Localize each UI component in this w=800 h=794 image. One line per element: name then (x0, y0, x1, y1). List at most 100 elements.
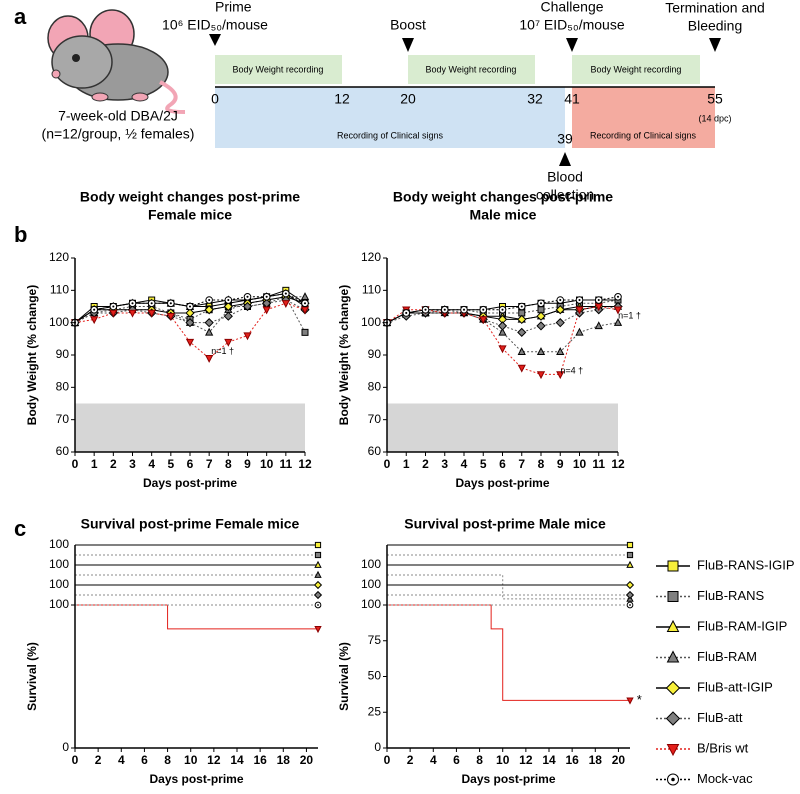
marker (626, 551, 634, 559)
marker (224, 338, 233, 347)
x-tick-label: 6 (141, 753, 148, 767)
dpc-label: (14 dpc) (698, 113, 731, 123)
x-tick-label: 6 (453, 753, 460, 767)
marker (575, 306, 584, 315)
x-tick-label: 12 (519, 753, 533, 767)
y-tick-label: 100 (361, 597, 381, 611)
legend-label: B/Bris wt (697, 740, 749, 755)
marker (667, 560, 679, 572)
x-axis-label: Days post-prime (461, 772, 555, 786)
y-tick-label: 100 (361, 577, 381, 591)
y-tick-label: 100 (361, 315, 381, 329)
marker (665, 711, 681, 726)
chart-subtitle: Male mice (470, 207, 537, 223)
x-tick-label: 20 (612, 753, 626, 767)
y-tick-label: 80 (368, 380, 382, 394)
marker (479, 316, 488, 325)
x-tick-label: 7 (518, 457, 525, 471)
marker (223, 301, 233, 312)
y-tick-label: 100 (49, 597, 69, 611)
marker-dot (150, 302, 153, 305)
x-tick-label: 12 (207, 753, 221, 767)
x-tick-label: 5 (480, 457, 487, 471)
marker-dot (265, 295, 268, 298)
marker-dot (284, 292, 287, 295)
marker-dot (578, 298, 581, 302)
marker-dot (112, 305, 115, 308)
weight-box (215, 55, 342, 84)
marker (313, 590, 323, 600)
marker (204, 318, 214, 328)
x-tick-label: 2 (110, 457, 117, 471)
x-tick-label: 0 (384, 753, 391, 767)
x-tick-label: 9 (557, 457, 564, 471)
x-tick-label: 4 (430, 753, 437, 767)
x-tick-label: 5 (167, 457, 174, 471)
marker-dot (482, 308, 485, 311)
y-tick-label: 25 (368, 704, 382, 718)
y-tick-label: 100 (49, 537, 69, 551)
marker-dot (501, 308, 504, 311)
marker (185, 318, 195, 328)
marker (536, 371, 546, 380)
x-tick-label: 10 (573, 457, 587, 471)
marker (205, 327, 214, 336)
y-tick-label: 100 (49, 315, 69, 329)
x-tick-label: 7 (206, 457, 213, 471)
marker-dot (597, 298, 600, 302)
x-axis-label: Days post-prime (143, 476, 237, 490)
annotation: * (637, 692, 642, 707)
survival-line (387, 574, 630, 600)
clinical-label: Recording of Clinical signs (590, 130, 697, 140)
annotation: n=1 † (618, 311, 641, 321)
x-tick-label: 2 (407, 753, 414, 767)
y-axis-label: Body Weight (% change) (337, 285, 351, 425)
marker (517, 327, 527, 337)
y-tick-label: 120 (361, 250, 381, 264)
marker (626, 541, 634, 549)
x-tick-label: 16 (565, 753, 579, 767)
legend-label: FluB-att-IGIP (697, 679, 773, 694)
marker (517, 314, 527, 325)
y-tick-label: 90 (56, 347, 70, 361)
y-tick-label: 80 (56, 380, 70, 394)
marker-dot (405, 311, 408, 315)
prime-label: Prime (215, 0, 252, 15)
x-tick-label: 14 (230, 753, 244, 767)
x-tick-label: 2 (95, 753, 102, 767)
marker (665, 680, 681, 696)
marker (300, 292, 310, 300)
marker-dot (317, 604, 319, 606)
y-tick-label: 100 (49, 577, 69, 591)
marker-dot (188, 305, 192, 308)
x-tick-label: 12 (298, 457, 312, 471)
annotation: n=4 † (560, 366, 583, 376)
marker-dot (424, 308, 427, 311)
y-tick-label: 0 (62, 740, 69, 754)
marker-dot (559, 298, 562, 302)
marker (166, 313, 175, 321)
mouse-label: 7-week-old DBA/2J (58, 108, 178, 124)
x-tick-label: 8 (225, 457, 232, 471)
day-label: 20 (400, 91, 416, 107)
clinical-box (215, 87, 565, 148)
marker (301, 328, 309, 336)
marker (626, 697, 634, 705)
x-tick-label: 14 (542, 753, 556, 767)
arrow (566, 38, 578, 52)
x-tick-label: 6 (187, 457, 194, 471)
marker (613, 317, 623, 326)
day-label: 12 (334, 91, 350, 107)
y-tick-label: 50 (368, 669, 382, 683)
marker (128, 309, 137, 318)
marker-dot (303, 302, 307, 305)
marker (555, 318, 565, 328)
marker (666, 744, 680, 757)
legend-label: FluB-RANS (697, 588, 765, 603)
day-label: 41 (564, 91, 580, 107)
legend-label: FluB-RAM-IGIP (697, 618, 787, 633)
y-axis-label: Body Weight (% change) (25, 285, 39, 425)
marker (314, 551, 322, 559)
x-tick-label: 1 (403, 457, 410, 471)
x-tick-label: 10 (496, 753, 510, 767)
